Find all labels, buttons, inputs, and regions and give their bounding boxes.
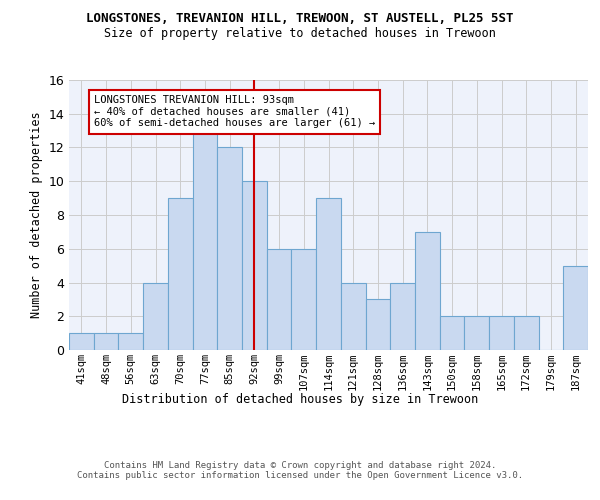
Bar [390,282,415,350]
Bar [316,198,341,350]
Bar [143,282,168,350]
Bar [563,266,588,350]
Bar [514,316,539,350]
Bar [168,198,193,350]
Bar [489,316,514,350]
Text: LONGSTONES, TREVANION HILL, TREWOON, ST AUSTELL, PL25 5ST: LONGSTONES, TREVANION HILL, TREWOON, ST … [86,12,514,26]
Bar [267,248,292,350]
Bar [69,333,94,350]
Bar [94,333,118,350]
Text: Contains HM Land Registry data © Crown copyright and database right 2024.
Contai: Contains HM Land Registry data © Crown c… [77,460,523,480]
Bar [464,316,489,350]
Text: LONGSTONES TREVANION HILL: 93sqm
← 40% of detached houses are smaller (41)
60% o: LONGSTONES TREVANION HILL: 93sqm ← 40% o… [94,95,375,128]
Bar [242,181,267,350]
Text: Distribution of detached houses by size in Trewoon: Distribution of detached houses by size … [122,392,478,406]
Bar [440,316,464,350]
Text: Size of property relative to detached houses in Trewoon: Size of property relative to detached ho… [104,28,496,40]
Bar [341,282,365,350]
Bar [415,232,440,350]
Bar [118,333,143,350]
Bar [365,300,390,350]
Bar [292,248,316,350]
Bar [193,130,217,350]
Y-axis label: Number of detached properties: Number of detached properties [30,112,43,318]
Bar [217,148,242,350]
